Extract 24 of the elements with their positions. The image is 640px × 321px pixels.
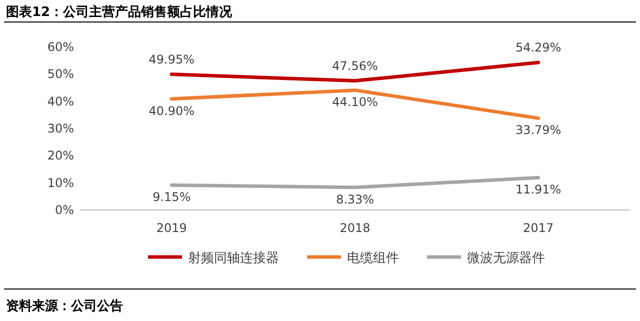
- y-tick-label: 40%: [47, 94, 74, 108]
- y-tick-label: 50%: [47, 67, 74, 82]
- data-label: 33.79%: [515, 123, 562, 138]
- data-label: 44.10%: [332, 95, 378, 110]
- y-tick-label: 0%: [54, 203, 74, 217]
- legend-label: 电缆组件: [347, 251, 399, 266]
- data-label: 11.91%: [515, 182, 562, 197]
- x-tick-label: 2017: [523, 221, 554, 235]
- y-tick-label: 30%: [47, 122, 74, 136]
- data-label: 40.90%: [148, 104, 195, 118]
- legend-label: 微波无源器件: [467, 251, 545, 266]
- chart-title: 图表12：公司主营产品销售额占比情况: [6, 4, 234, 20]
- data-label: 9.15%: [152, 190, 191, 204]
- legend-label: 射频同轴连接器: [188, 251, 279, 266]
- data-label: 54.29%: [515, 40, 562, 55]
- y-tick-label: 60%: [47, 40, 74, 54]
- y-tick-label: 20%: [47, 148, 74, 163]
- text: 资料来源：公司公告: [6, 298, 123, 314]
- data-label: 49.95%: [148, 52, 195, 66]
- x-tick-label: 2019: [156, 221, 187, 235]
- x-tick-label: 2018: [340, 221, 370, 235]
- y-tick-label: 10%: [47, 176, 74, 190]
- data-label: 47.56%: [332, 58, 378, 73]
- data-label: 8.33%: [336, 192, 374, 206]
